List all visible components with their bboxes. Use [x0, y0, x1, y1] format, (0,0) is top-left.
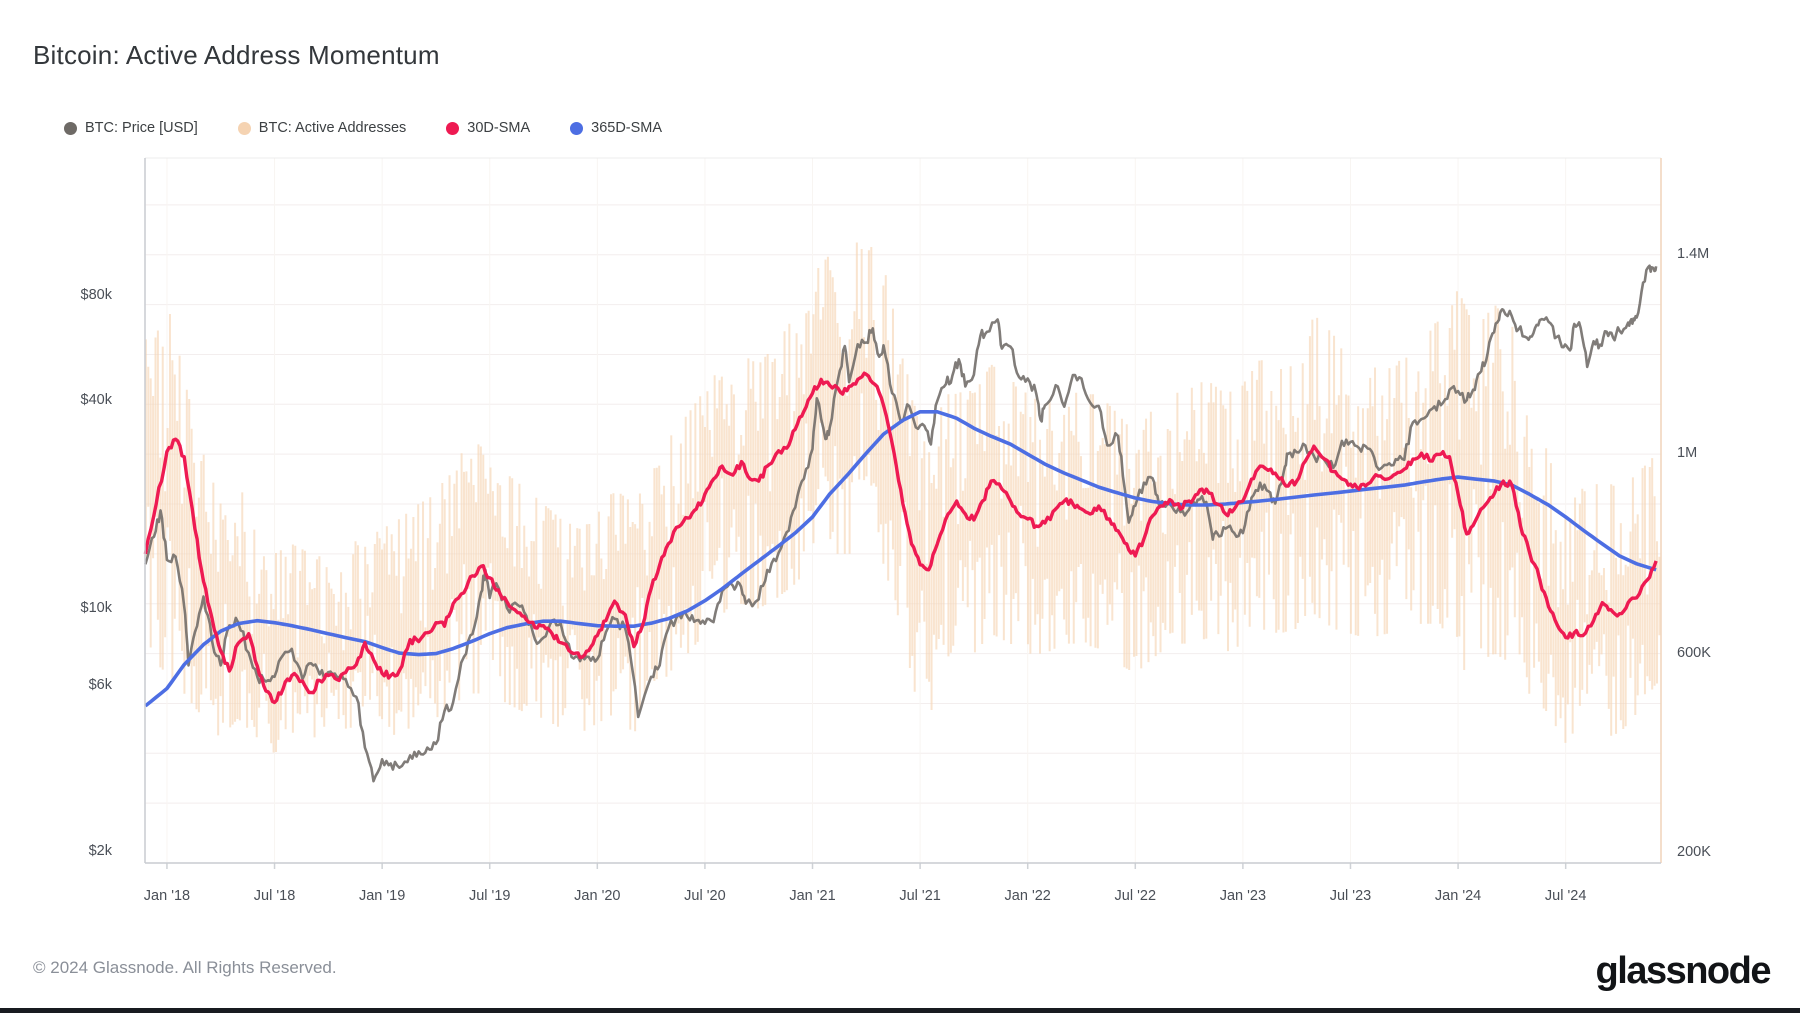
y-axis-right-tick-label: 1.4M: [1677, 245, 1710, 262]
y-axis-right-tick-label: 1M: [1677, 445, 1698, 462]
legend-label: BTC: Price [USD]: [85, 120, 198, 136]
y-axis-right-tick-label: 200K: [1677, 844, 1711, 861]
x-axis-tick-label: Jan '21: [789, 888, 836, 904]
sma365-series-swatch-icon: [570, 121, 584, 135]
x-axis-tick-label: Jan '22: [1004, 888, 1051, 904]
x-axis-tick-label: Jul '21: [899, 888, 941, 904]
x-axis-tick-label: Jul '20: [684, 888, 726, 904]
price-series-swatch-icon: [64, 121, 77, 135]
y-axis-right-tick-label: 600K: [1677, 644, 1711, 661]
glassnode-logo[interactable]: glassnode: [1595, 950, 1772, 992]
window-bottom-bar: [0, 1008, 1800, 1013]
copyright-text: © 2024 Glassnode. All Rights Reserved.: [33, 958, 337, 977]
x-axis-tick-label: Jul '24: [1544, 888, 1587, 904]
y-axis-left-tick-label: $6k: [88, 677, 112, 694]
x-axis-tick-label: Jan '19: [358, 888, 406, 904]
y-axis-left-tick-label: $40k: [80, 391, 112, 408]
legend-item-price[interactable]: BTC: Price [USD]: [64, 120, 198, 136]
legend-item-active-addresses[interactable]: BTC: Active Addresses: [237, 120, 407, 136]
legend-label: 30D-SMA: [467, 120, 531, 136]
x-axis-tick-label: Jul '22: [1114, 888, 1157, 904]
addresses-series-swatch-icon: [237, 121, 251, 135]
x-axis-tick-label: Jul '18: [253, 888, 296, 904]
y-axis-left-tick-label: $2k: [88, 843, 112, 860]
legend: BTC: Price [USD] BTC: Active Addresses 3…: [64, 120, 662, 136]
x-axis-tick-label: Jan '24: [1434, 888, 1482, 904]
x-axis-tick-label: Jul '23: [1329, 888, 1372, 904]
x-axis-tick-label: Jul '19: [468, 888, 511, 904]
x-axis-tick-label: Jan '18: [143, 888, 191, 904]
legend-label: 365D-SMA: [591, 120, 663, 136]
x-axis-tick-label: Jan '23: [1219, 888, 1267, 904]
legend-item-365d-sma[interactable]: 365D-SMA: [570, 120, 662, 136]
legend-item-30d-sma[interactable]: 30D-SMA: [446, 120, 530, 136]
x-axis-tick-label: Jan '20: [574, 888, 621, 904]
y-axis-left-tick-label: $10k: [80, 600, 112, 617]
page-title: Bitcoin: Active Address Momentum: [33, 40, 440, 70]
y-axis-left-tick-label: $80k: [80, 287, 112, 304]
legend-label: BTC: Active Addresses: [258, 120, 407, 136]
sma30-series-swatch-icon: [446, 121, 460, 135]
